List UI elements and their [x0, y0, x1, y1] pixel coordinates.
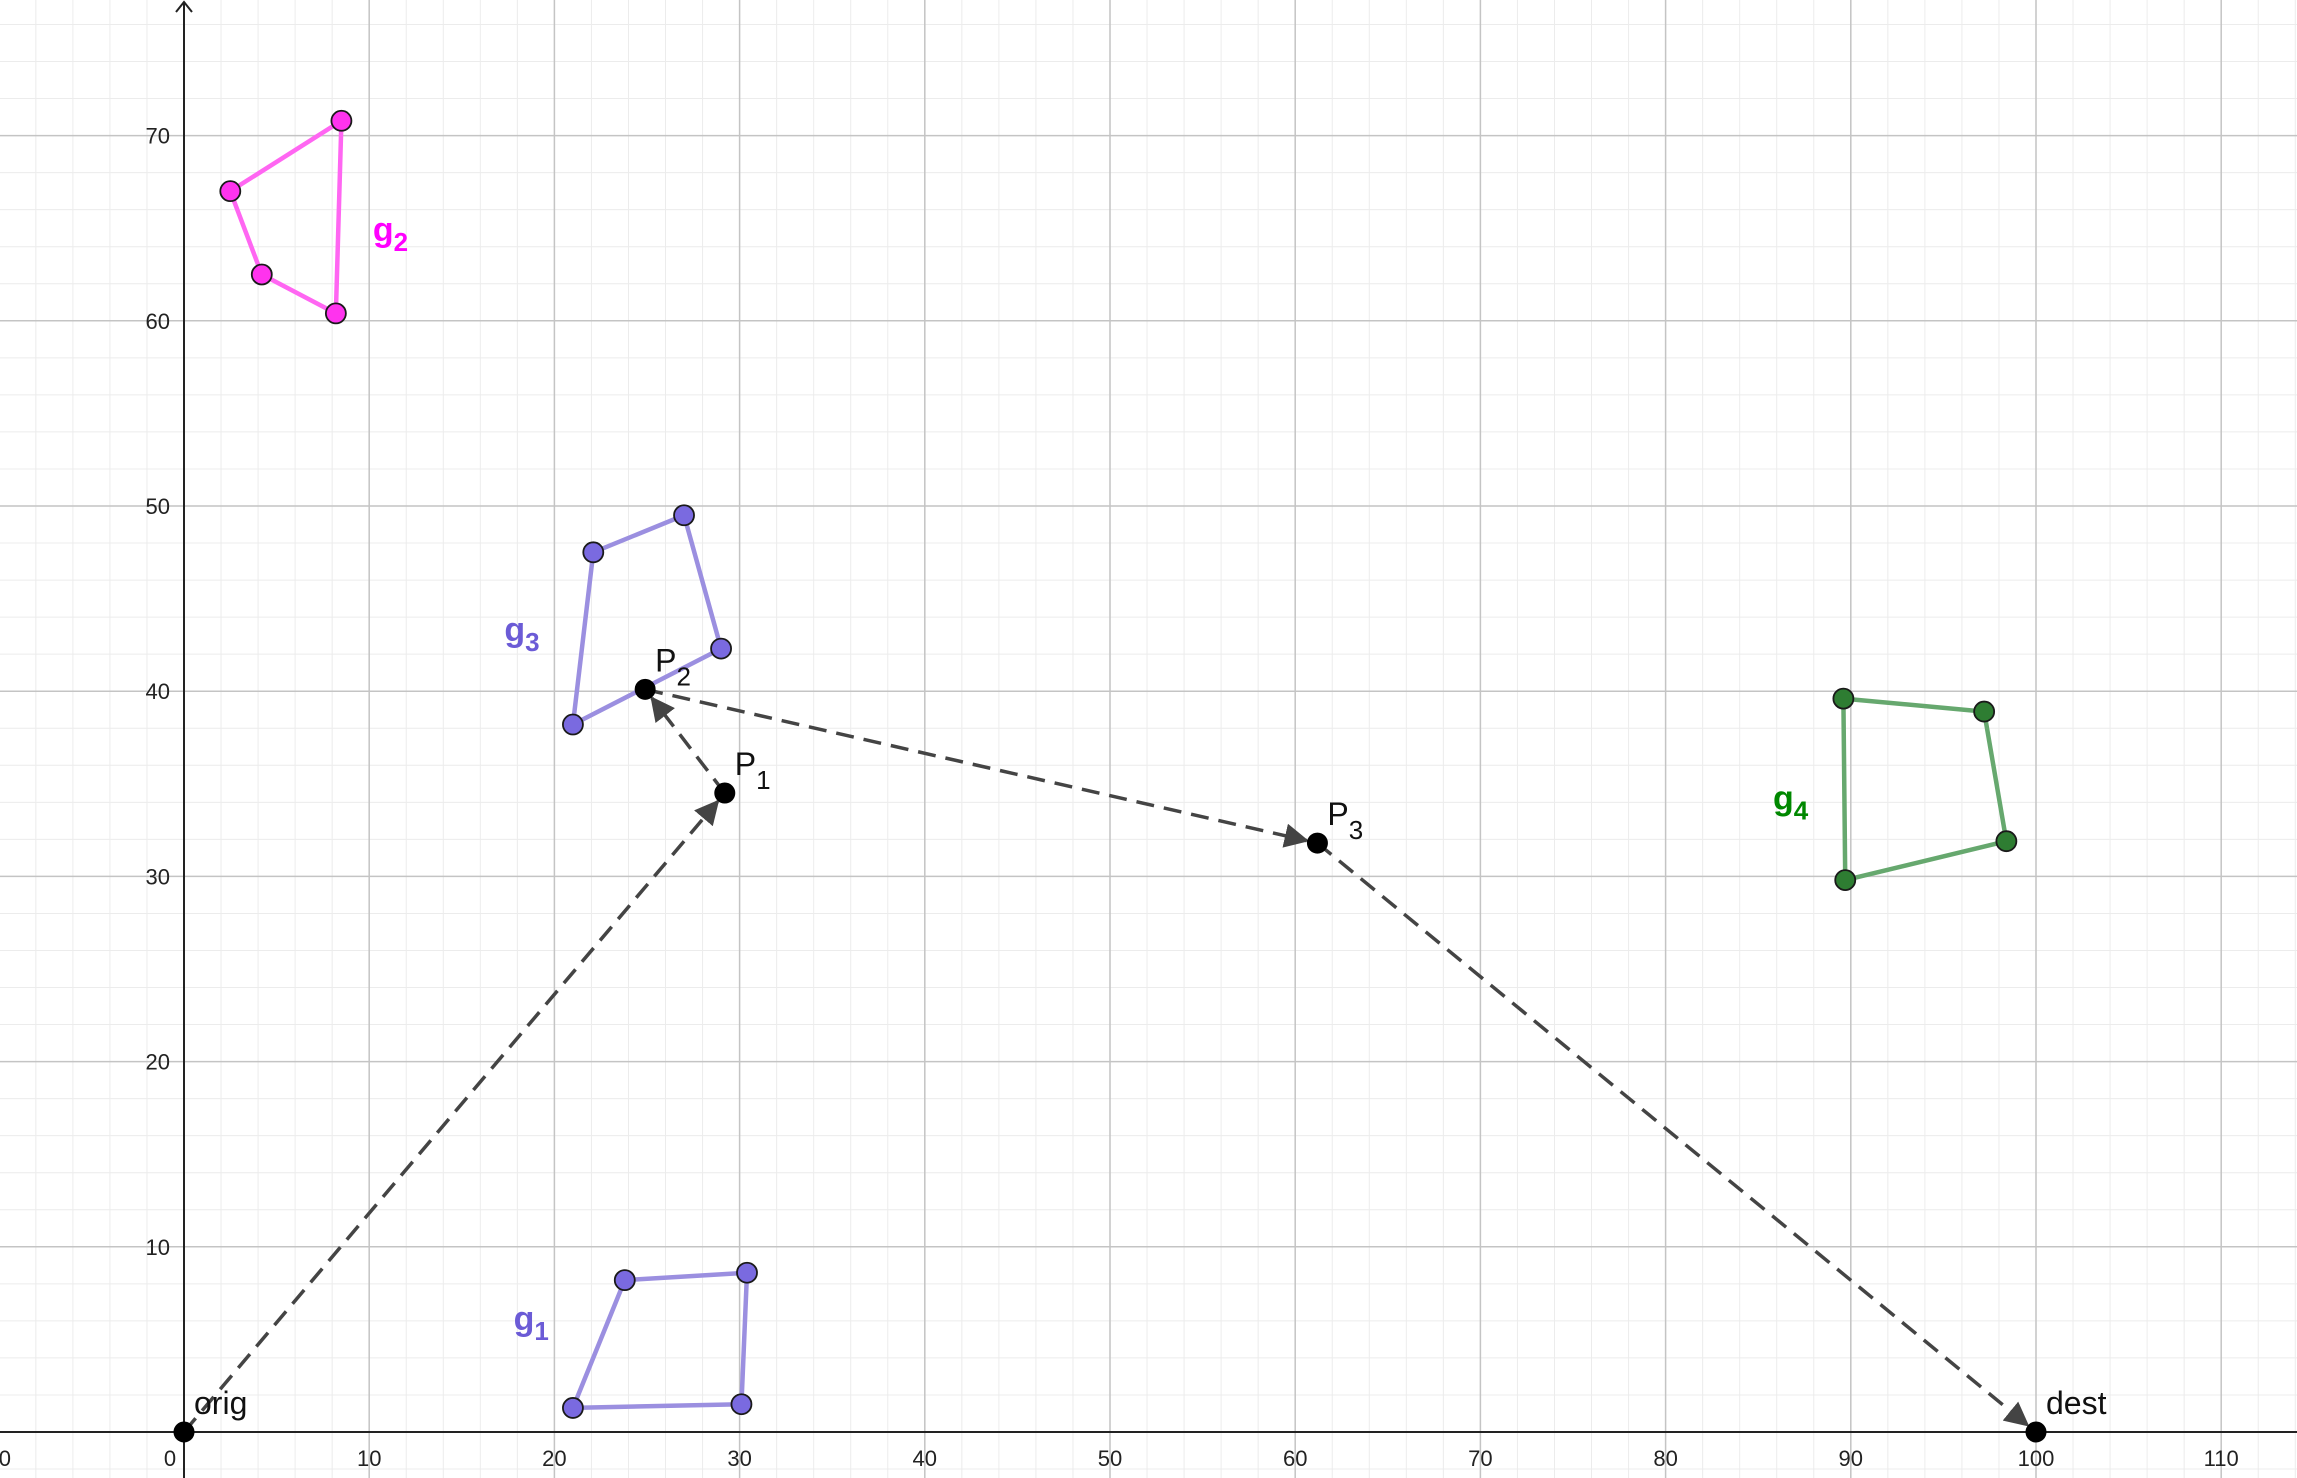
polygon-g4-vertex[interactable] [1834, 869, 1857, 892]
x-tick-label: 10 [0, 1446, 11, 1471]
polygon-g1-label: g1 [514, 1300, 549, 1346]
polygon-g2-outline [228, 118, 344, 316]
x-tick-label: 20 [542, 1446, 566, 1471]
x-tick-label: 0 [164, 1446, 176, 1471]
polygon-g1: g1 [514, 1261, 758, 1419]
x-tick-label: 10 [357, 1446, 381, 1471]
point-orig-label: orig [194, 1385, 247, 1421]
x-tick-label: 40 [913, 1446, 937, 1471]
y-axis-arrow-icon [175, 0, 193, 13]
polygon-g1-vertex[interactable] [562, 1397, 584, 1419]
y-tick-label: 50 [146, 494, 170, 519]
route-path [182, 687, 2030, 1434]
polygon-g3-vertex[interactable] [582, 541, 605, 564]
polygon-g2-label: g2 [373, 211, 408, 257]
x-tick-label: 80 [1653, 1446, 1677, 1471]
point-p1: P1 [714, 746, 771, 804]
x-tick-label: 50 [1098, 1446, 1122, 1471]
point-p1-label: P1 [735, 746, 771, 795]
polygon-g4-label: g4 [1773, 780, 1809, 826]
y-tick-label: 30 [146, 864, 170, 889]
point-p3-label: P3 [1327, 796, 1363, 845]
path-segment-p2-to-p3 [644, 687, 1310, 848]
point-p1-marker[interactable] [714, 782, 736, 804]
polygon-g2-vertex[interactable] [330, 109, 353, 132]
point-dest-marker[interactable] [2025, 1421, 2047, 1443]
x-tick-label: 110 [2204, 1446, 2239, 1471]
polygon-g4: g4 [1773, 687, 2018, 892]
polygon-g1-vertex[interactable] [730, 1393, 753, 1416]
polygon-g1-outline [570, 1270, 750, 1411]
polygon-g3-label: g3 [504, 611, 539, 657]
polygon-g3-vertex[interactable] [673, 504, 695, 527]
point-orig-marker[interactable] [173, 1421, 195, 1443]
point-p2-label: P2 [655, 642, 691, 691]
y-tick-label: 20 [146, 1050, 170, 1075]
polygon-g1-vertex[interactable] [736, 1261, 758, 1284]
path-segment-p3-to-dest [1316, 841, 2030, 1427]
x-tick-label: 30 [727, 1446, 751, 1471]
y-tick-label: 40 [146, 679, 170, 704]
path-segment-p1-to-p2 [650, 696, 727, 795]
path-segment-orig-to-p1 [182, 799, 720, 1434]
y-tick-label: 60 [146, 309, 170, 334]
polygon-g4-vertex[interactable] [1995, 830, 2018, 853]
x-tick-label: 70 [1468, 1446, 1492, 1471]
route-points: orig P1 P2 P3 dest [173, 642, 2107, 1443]
x-tick-label: 90 [1839, 1446, 1863, 1471]
point-dest: dest [2025, 1385, 2107, 1443]
polygon-g2-vertex[interactable] [219, 180, 242, 203]
point-p2: P2 [634, 642, 691, 700]
polygon-g3-vertex[interactable] [562, 713, 584, 736]
polygon-g4-vertex[interactable] [1973, 700, 1996, 723]
y-tick-label: 70 [146, 124, 170, 149]
polygon-g2-vertex[interactable] [324, 302, 347, 325]
polygons: g1 g2 g3 g4 [219, 109, 2018, 1419]
x-tick-label: 60 [1283, 1446, 1307, 1471]
polygon-g4-vertex[interactable] [1832, 687, 1855, 710]
polygon-g2-vertex[interactable] [250, 263, 273, 286]
polygon-g3-vertex[interactable] [710, 637, 732, 660]
point-orig: orig [173, 1385, 247, 1443]
y-tick-label: 10 [146, 1235, 170, 1260]
tick-labels: 1001020304050607080901001101020304050607… [0, 124, 2239, 1471]
polygon-g1-vertex[interactable] [613, 1269, 636, 1292]
point-p3: P3 [1306, 796, 1363, 854]
point-p3-marker[interactable] [1306, 832, 1328, 854]
point-dest-label: dest [2046, 1385, 2107, 1421]
polygon-g3: g3 [504, 504, 732, 736]
x-tick-label: 100 [2018, 1446, 2055, 1471]
point-p2-marker[interactable] [634, 678, 656, 700]
polygon-g2: g2 [219, 109, 408, 325]
